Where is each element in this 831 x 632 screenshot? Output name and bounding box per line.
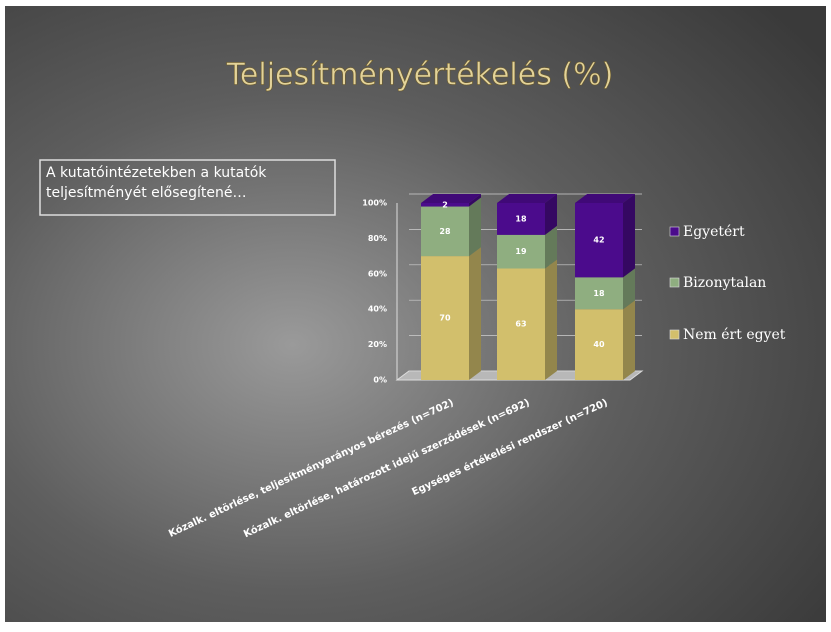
bar [497,234,545,269]
legend-label: Egyetért [683,224,745,240]
bar [575,203,623,278]
y-tick-label: 20% [368,340,387,349]
bar [421,206,469,257]
bar-side [623,268,635,310]
y-tick-label: 60% [368,269,387,278]
data-label: 18 [515,214,527,223]
legend-label: Bizonytalan [683,275,766,291]
bar-side [623,194,635,278]
bar-side [469,194,481,207]
y-tick-label: 100% [362,199,387,208]
bar-side [469,197,481,257]
legend-swatch [669,329,680,340]
data-label: 2 [442,200,448,209]
bar [497,268,545,380]
bar-side [469,247,481,380]
data-label: 40 [593,340,605,349]
data-label: 19 [515,247,527,256]
bar [421,256,469,380]
legend-label: Nem ért egyet [683,327,786,343]
bar [575,309,623,380]
bar-side [545,225,557,269]
legend-swatch [669,226,680,237]
y-tick-label: 80% [368,234,387,243]
bar-side [545,194,557,235]
data-label: 42 [593,236,604,245]
bar-top [575,194,635,203]
bar [575,277,623,310]
y-tick-label: 40% [368,305,387,314]
annotation-wrap: A kutatóintézetekben a kutatók teljesítm… [46,165,267,201]
bar-top [421,194,481,203]
data-label: 63 [515,320,526,329]
bar [497,203,545,235]
slide-title: Teljesítményértékelés (%) [226,58,614,93]
bar [421,203,469,207]
data-label: 18 [593,289,605,298]
legend-swatch [669,277,680,288]
y-tick-label: 0% [373,376,387,385]
data-label: 70 [439,314,451,323]
bar-top [497,194,557,203]
slide-background [5,6,826,622]
annotation: A kutatóintézetekben a kutatók teljesítm… [46,165,267,201]
annotation-box [39,159,336,216]
data-label: 28 [439,227,451,236]
bar-side [545,259,557,380]
bar-side [623,300,635,380]
